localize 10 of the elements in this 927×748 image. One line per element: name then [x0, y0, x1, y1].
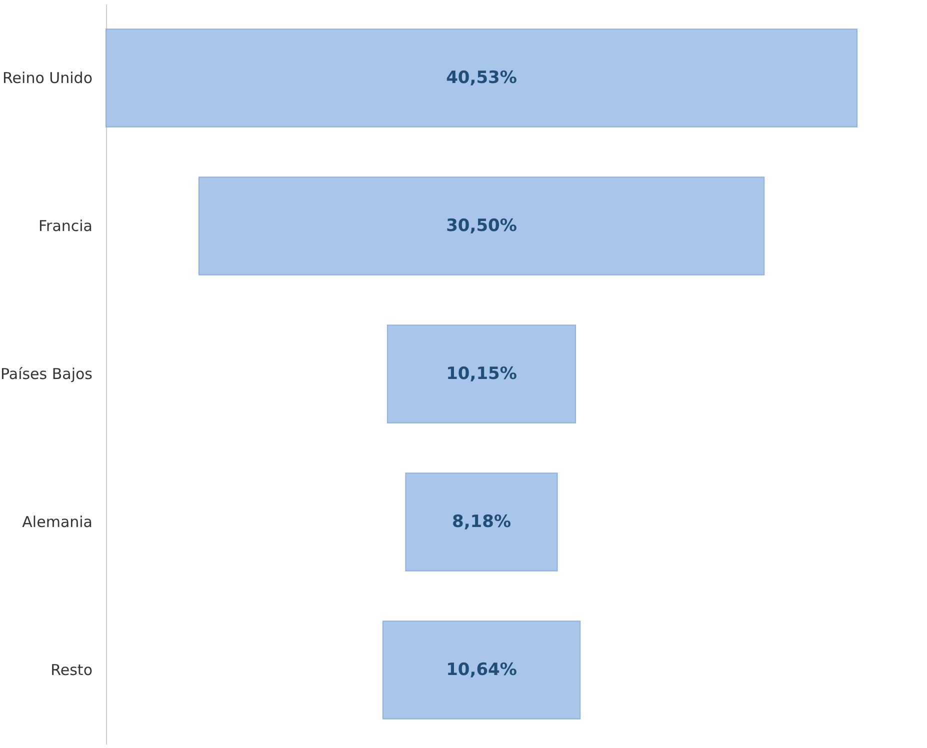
- category-label: Alemania: [22, 513, 92, 531]
- data-label: 40,53%: [446, 68, 517, 88]
- data-label: 8,18%: [452, 512, 511, 532]
- data-label: 30,50%: [446, 216, 517, 236]
- category-label: Francia: [38, 217, 92, 235]
- data-label: 10,15%: [446, 364, 517, 384]
- category-label: Países Bajos: [0, 365, 93, 383]
- data-label: 10,64%: [446, 660, 517, 680]
- category-label: Reino Unido: [2, 69, 92, 87]
- category-label: Resto: [50, 661, 92, 679]
